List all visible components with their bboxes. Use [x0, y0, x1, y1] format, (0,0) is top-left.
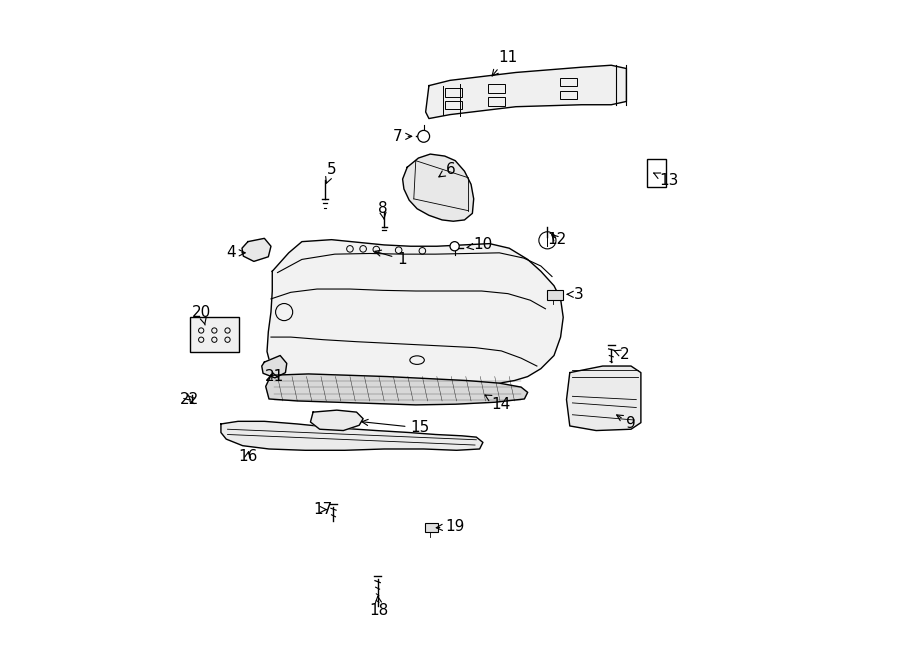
Bar [488, 97, 505, 106]
Text: 21: 21 [265, 369, 284, 384]
Text: 10: 10 [467, 237, 492, 253]
Text: 4: 4 [227, 245, 245, 260]
Text: 19: 19 [436, 519, 464, 534]
Text: 6: 6 [439, 162, 455, 177]
Text: 2: 2 [614, 347, 629, 362]
Polygon shape [220, 421, 483, 450]
Polygon shape [566, 366, 641, 430]
Text: 9: 9 [616, 415, 636, 432]
Polygon shape [262, 356, 287, 378]
Polygon shape [267, 240, 563, 387]
Text: 3: 3 [567, 287, 583, 302]
Text: 5: 5 [326, 162, 337, 183]
Text: 15: 15 [362, 419, 430, 436]
Text: 11: 11 [492, 50, 517, 76]
Text: 16: 16 [238, 449, 257, 465]
Bar [547, 290, 563, 300]
Bar [445, 100, 462, 109]
Polygon shape [426, 65, 626, 118]
Bar [488, 85, 505, 93]
Text: 22: 22 [180, 392, 200, 407]
Bar [445, 89, 462, 97]
Text: 1: 1 [375, 250, 407, 267]
Text: 12: 12 [547, 232, 567, 247]
Circle shape [450, 242, 459, 251]
Polygon shape [242, 239, 271, 261]
Bar [560, 91, 577, 99]
Text: 7: 7 [393, 129, 412, 144]
Polygon shape [310, 410, 363, 430]
Text: 17: 17 [313, 502, 332, 517]
Circle shape [418, 130, 429, 142]
Text: 20: 20 [192, 305, 211, 325]
Text: 13: 13 [653, 173, 679, 188]
Polygon shape [266, 374, 527, 405]
Bar [647, 159, 666, 187]
Text: 18: 18 [370, 596, 389, 618]
Text: 14: 14 [485, 395, 510, 412]
Bar [560, 78, 577, 87]
Polygon shape [402, 154, 473, 221]
Bar [425, 524, 438, 532]
Text: 8: 8 [378, 201, 387, 219]
Bar [190, 317, 239, 352]
